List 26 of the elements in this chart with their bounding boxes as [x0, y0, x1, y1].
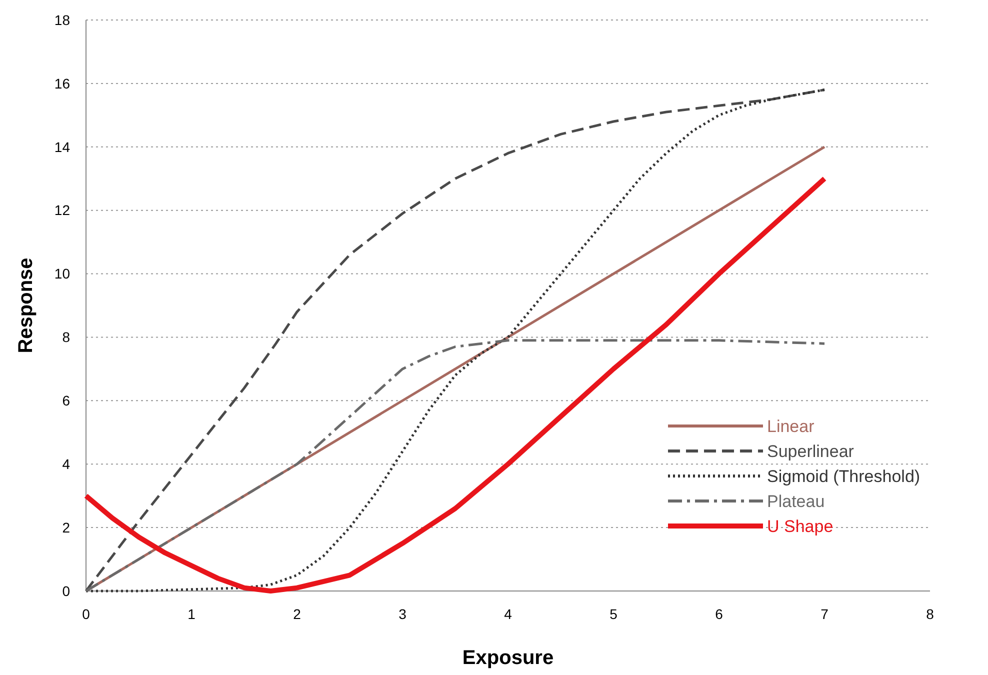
x-tick-label: 1 — [188, 606, 196, 622]
y-tick-label: 16 — [54, 75, 70, 92]
y-tick-label: 14 — [54, 138, 70, 155]
y-tick-label: 8 — [62, 329, 70, 346]
x-tick-label: 0 — [82, 606, 90, 622]
y-axis-title: Response — [15, 258, 37, 354]
x-tick-label: 8 — [926, 606, 934, 622]
x-tick-label: 7 — [820, 606, 829, 622]
y-tick-label: 18 — [54, 12, 70, 28]
x-tick-label: 5 — [610, 606, 618, 622]
text: U Shape — [767, 516, 834, 536]
text: Linear — [767, 416, 815, 436]
x-tick-label: 4 — [504, 606, 512, 622]
y-tick-label: 6 — [62, 392, 70, 409]
y-tick-label: 12 — [54, 202, 70, 218]
y-tick-label: 4 — [62, 456, 70, 472]
x-tick-label: 6 — [715, 606, 724, 622]
y-tick-label: 2 — [62, 519, 70, 536]
y-tick-label: 10 — [54, 266, 70, 282]
x-tick-label: 2 — [293, 606, 302, 622]
x-tick-label: 3 — [398, 606, 407, 622]
x-axis-title: Exposure — [462, 647, 554, 669]
text: Sigmoid (Threshold) — [767, 466, 920, 486]
y-tick-label: 0 — [62, 582, 70, 599]
text: Superlinear — [767, 442, 854, 461]
text: Plateau — [767, 492, 825, 511]
